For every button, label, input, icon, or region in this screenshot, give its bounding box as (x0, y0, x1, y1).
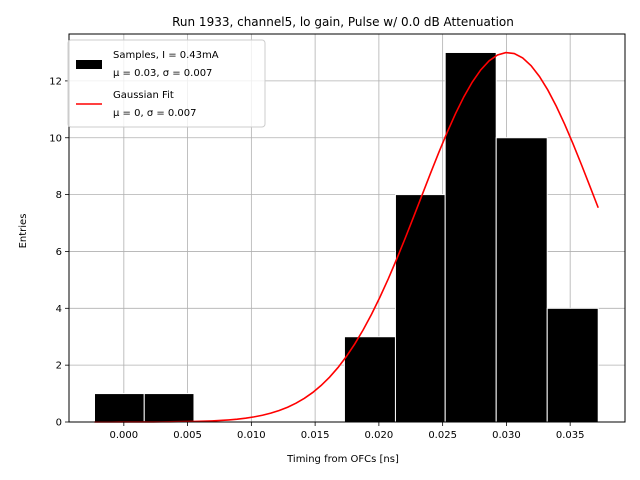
legend-box (67, 39, 266, 128)
histogram-bar (546, 307, 599, 423)
chart-title: Run 1933, channel5, lo gain, Pulse w/ 0.… (172, 15, 514, 29)
y-tick-label: 10 (49, 133, 62, 144)
legend-fit-label: Gaussian Fit (113, 90, 174, 101)
x-tick-label: 0.005 (173, 430, 202, 441)
x-tick-label: 0.025 (428, 430, 457, 441)
legend-samples-stats: μ = 0.03, σ = 0.007 (113, 68, 212, 79)
legend-samples-swatch (76, 60, 102, 69)
histogram-bar (495, 137, 548, 423)
legend-fit-stats: μ = 0, σ = 0.007 (113, 108, 197, 119)
legend-samples-label: Samples, I = 0.43mA (113, 50, 219, 61)
x-axis-ticks: 0.000 0.005 0.010 0.015 0.020 0.025 0.030 0.035 (110, 422, 585, 441)
x-axis-title: Timing from OFCs [ns] (286, 454, 399, 465)
y-axis-ticks: 0 2 4 6 8 10 12 (49, 76, 69, 429)
histogram-bar (343, 336, 396, 423)
y-axis-title: Entries (18, 214, 29, 249)
histogram-bar (394, 194, 446, 423)
x-tick-label: 0.010 (237, 430, 266, 441)
histogram-bar (143, 393, 195, 423)
x-tick-label: 0.015 (301, 430, 330, 441)
histogram-bar (444, 51, 497, 423)
y-tick-label: 8 (56, 190, 62, 201)
x-tick-label: 0.000 (110, 430, 139, 441)
x-tick-label: 0.035 (556, 430, 585, 441)
x-tick-label: 0.020 (365, 430, 394, 441)
y-tick-label: 0 (56, 418, 62, 429)
y-tick-label: 6 (56, 247, 62, 258)
x-tick-label: 0.030 (492, 430, 521, 441)
legend: Samples, I = 0.43mA μ = 0.03, σ = 0.007 … (67, 39, 266, 128)
histogram-bars (94, 51, 599, 423)
y-tick-label: 12 (49, 76, 62, 87)
y-tick-label: 4 (56, 304, 62, 315)
histogram-bar (94, 393, 145, 423)
plot-frame (68, 33, 626, 423)
y-tick-label: 2 (56, 361, 62, 372)
